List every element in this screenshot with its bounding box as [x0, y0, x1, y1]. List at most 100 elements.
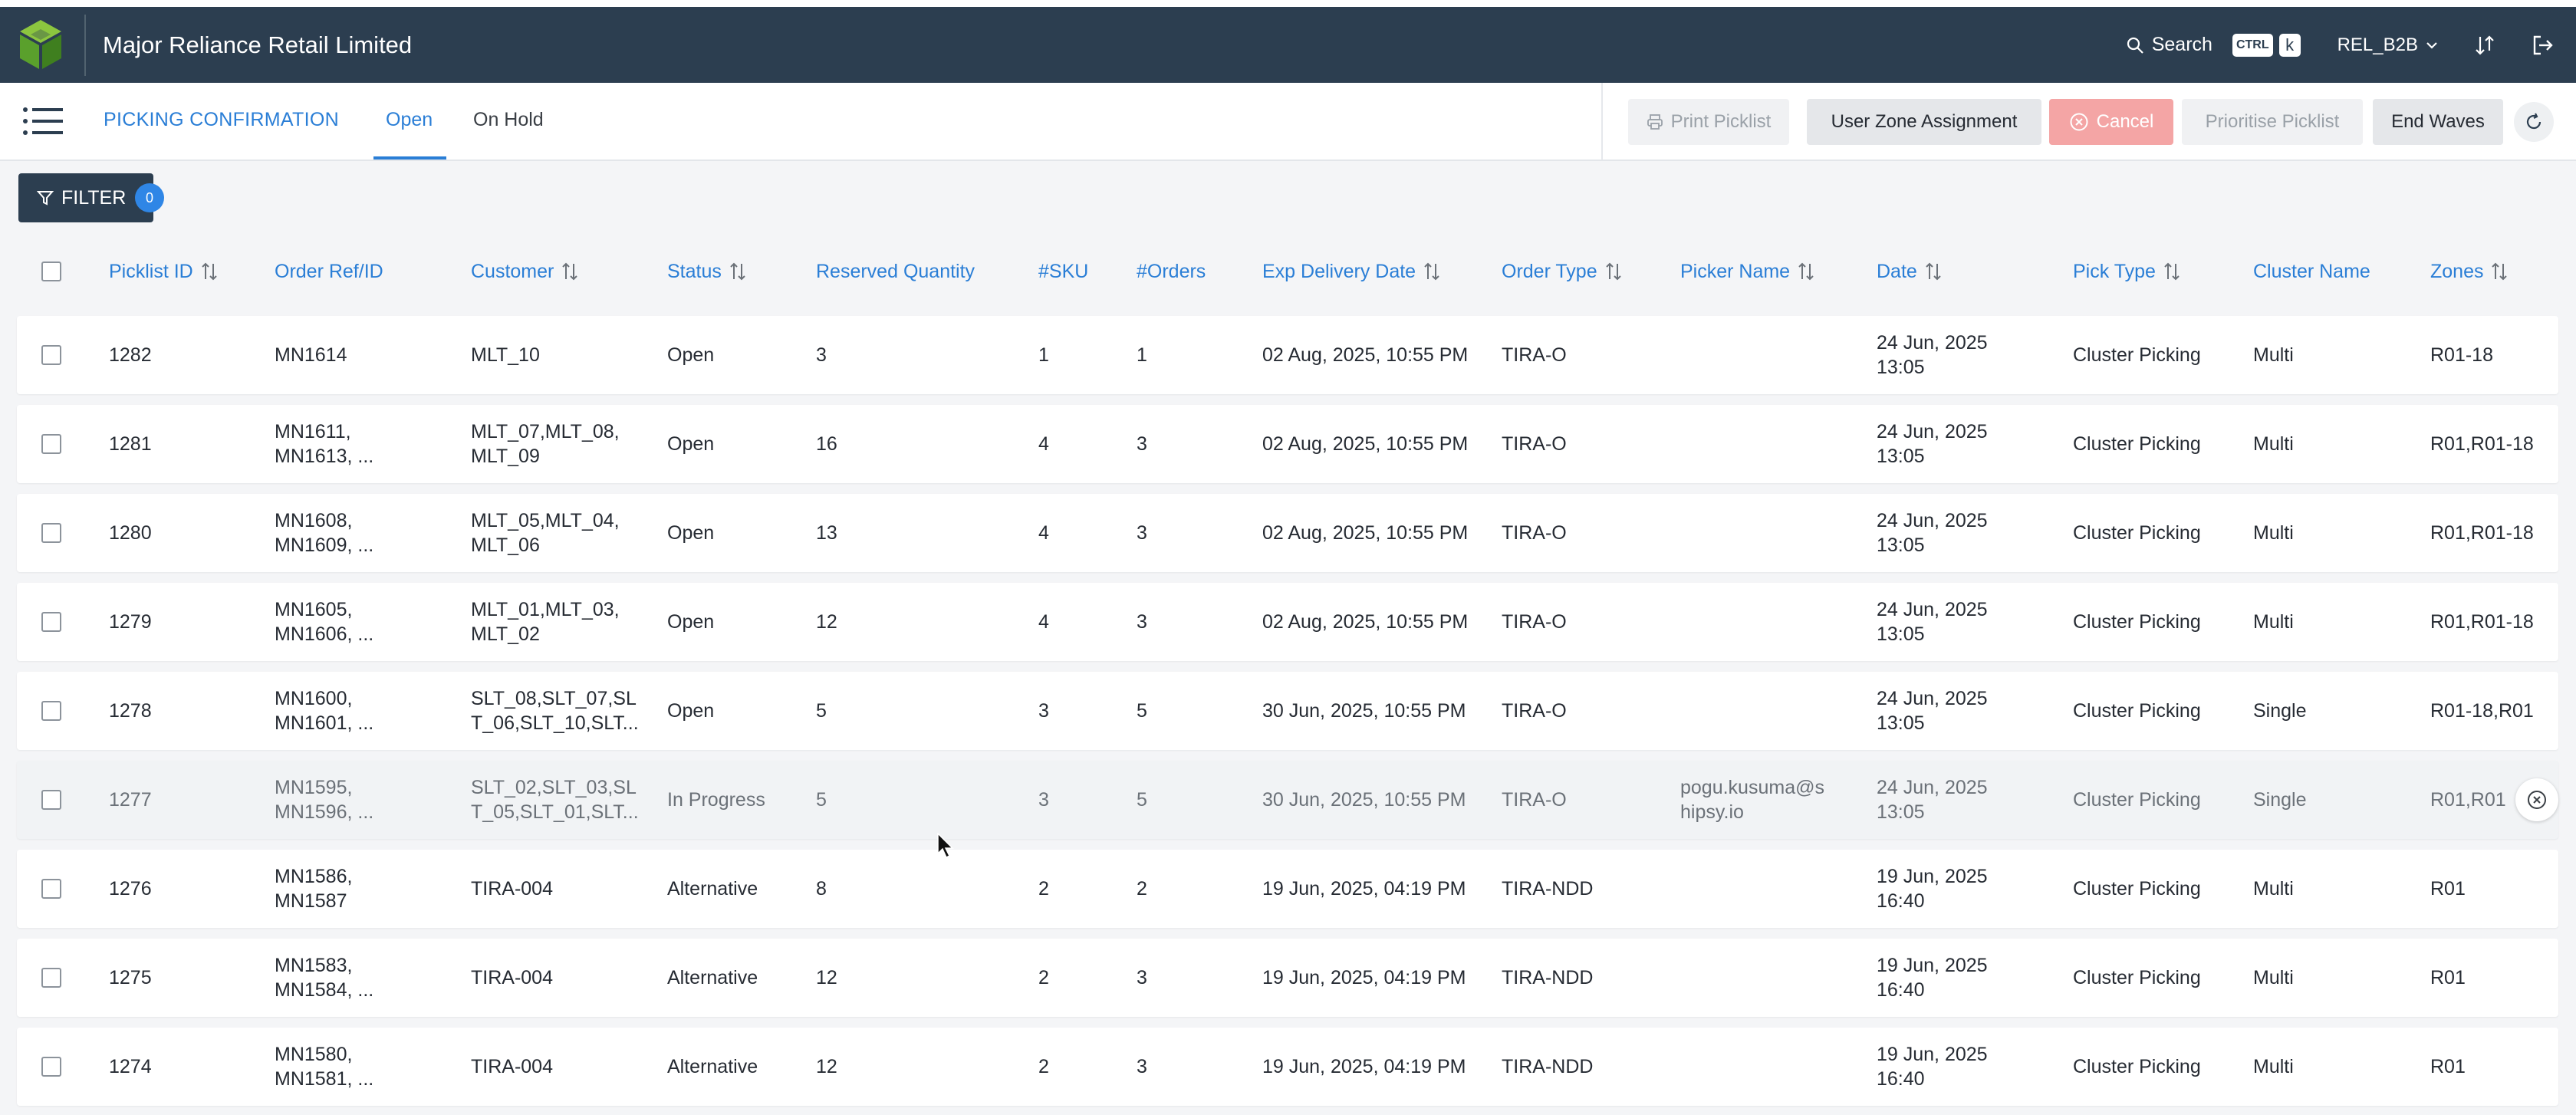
environment-selector[interactable]: REL_B2B — [2337, 34, 2418, 55]
top-strip — [0, 0, 2576, 7]
cell-exp-delivery-date: 19 Jun, 2025, 04:19 PM — [1262, 1056, 1466, 1077]
sort-order-icon[interactable] — [2473, 34, 2496, 57]
table-row[interactable]: 1275 MN1583, MN1584, ... TIRA-004 Alternati… — [17, 939, 2558, 1017]
table-row[interactable]: 1282 MN1614 MLT_10 Open 3 1 1 02 Aug, 2025, 10:… — [17, 316, 2558, 394]
row-clear-action-icon[interactable] — [2515, 778, 2558, 821]
prioritise-picklist-button[interactable]: Prioritise Picklist — [2182, 99, 2363, 145]
cell-customer: TIRA-004 — [471, 967, 553, 988]
cell-date: 19 Jun, 2025 16:40 — [1877, 1044, 1988, 1090]
search-icon[interactable] — [2126, 36, 2144, 54]
filter-funnel-icon — [37, 191, 54, 206]
column-header-zones[interactable]: Zones — [2430, 236, 2508, 307]
table-row[interactable]: 1277 MN1595, MN1596, ... SLT_02,SLT_03,SL … — [17, 761, 2558, 839]
cell-picklist-id: 1274 — [109, 1056, 152, 1077]
cell-cluster-name: Multi — [2253, 1056, 2294, 1077]
search-button[interactable]: Search — [2151, 34, 2212, 55]
user-zone-assignment-button[interactable]: User Zone Assignment — [1807, 99, 2041, 145]
cell-status: Alternative — [667, 878, 758, 900]
row-checkbox[interactable] — [41, 434, 61, 454]
cell-cluster-name: Multi — [2253, 433, 2294, 455]
column-header-pick-type[interactable]: Pick Type — [2073, 236, 2180, 307]
cell-zones: R01-18 — [2430, 344, 2493, 366]
cell-reserved-quantity: 12 — [816, 611, 837, 633]
logout-icon[interactable] — [2530, 33, 2555, 58]
table-row[interactable]: 1280 MN1608, MN1609, ... MLT_05,MLT_04, ML… — [17, 494, 2558, 572]
column-label: #Orders — [1137, 260, 1206, 282]
cell-cluster-name: Multi — [2253, 967, 2294, 988]
table-row[interactable]: 1276 MN1586, MN1587 TIRA-004 Alternative 8 2 2… — [17, 850, 2558, 928]
sub-header: PICKING CONFIRMATION Open On Hold Print … — [0, 83, 2576, 161]
table-row[interactable]: 1281 MN1611, MN1613, ... MLT_07,MLT_08, ML… — [17, 405, 2558, 483]
cell-zones: R01,R01-18 — [2430, 522, 2534, 544]
tab-open[interactable]: Open — [386, 109, 433, 130]
cell-picklist-id: 1277 — [109, 789, 152, 811]
row-checkbox[interactable] — [41, 790, 61, 810]
table-row[interactable]: 1274 MN1580, MN1581, ... TIRA-004 Alternati… — [17, 1028, 2558, 1106]
print-picklist-label: Print Picklist — [1670, 111, 1772, 132]
sort-icon[interactable] — [2163, 261, 2180, 281]
cell-pick-type: Cluster Picking — [2073, 700, 2201, 722]
column-header-exp-delivery-date[interactable]: Exp Delivery Date — [1262, 236, 1440, 307]
table-header: Picklist ID Order Ref/ID Customer Status… — [17, 236, 2558, 307]
table-row[interactable]: 1278 MN1600, MN1601, ... SLT_08,SLT_07,SL … — [17, 672, 2558, 750]
cell-status: Alternative — [667, 967, 758, 988]
sort-icon[interactable] — [1423, 261, 1440, 281]
column-header-date[interactable]: Date — [1877, 236, 1942, 307]
sort-icon[interactable] — [1605, 261, 1622, 281]
cell-order-ref: MN1608, MN1609, ... — [275, 510, 374, 556]
filter-button[interactable]: FILTER — [18, 173, 153, 222]
column-header-reserved-quantity: Reserved Quantity — [816, 236, 975, 307]
cell-sku: 2 — [1038, 967, 1049, 988]
row-checkbox[interactable] — [41, 523, 61, 543]
column-header-orders: #Orders — [1137, 236, 1206, 307]
row-checkbox[interactable] — [41, 879, 61, 899]
column-header-order-type[interactable]: Order Type — [1502, 236, 1622, 307]
table-row[interactable]: 1279 MN1605, MN1606, ... MLT_01,MLT_03, ML… — [17, 583, 2558, 661]
sort-icon[interactable] — [1925, 261, 1942, 281]
select-all-checkbox[interactable] — [41, 261, 61, 281]
cell-pick-type: Cluster Picking — [2073, 878, 2201, 900]
cell-exp-delivery-date: 02 Aug, 2025, 10:55 PM — [1262, 611, 1469, 633]
print-picklist-button[interactable]: Print Picklist — [1628, 99, 1789, 145]
row-checkbox[interactable] — [41, 701, 61, 721]
row-checkbox[interactable] — [41, 968, 61, 988]
chevron-down-icon[interactable] — [2424, 38, 2439, 53]
tab-on-hold[interactable]: On Hold — [473, 109, 544, 130]
cell-zones: R01 — [2430, 967, 2466, 988]
cell-picklist-id: 1281 — [109, 433, 152, 455]
cell-picker-name: pogu.kusuma@s hipsy.io — [1680, 777, 1824, 823]
company-name: Major Reliance Retail Limited — [103, 31, 413, 58]
column-header-cluster-name: Cluster Name — [2253, 236, 2370, 307]
header-actions: Search CTRL k REL_B2B — [2126, 7, 2576, 83]
cancel-button[interactable]: Cancel — [2049, 99, 2173, 145]
cell-picker-name — [1680, 316, 1864, 394]
sort-icon[interactable] — [2491, 261, 2508, 281]
sort-icon[interactable] — [201, 261, 218, 281]
filter-label: FILTER — [61, 186, 127, 209]
cell-picklist-id: 1276 — [109, 878, 152, 900]
row-checkbox[interactable] — [41, 1057, 61, 1077]
cell-sku: 4 — [1038, 611, 1049, 633]
column-label: #SKU — [1038, 260, 1089, 282]
refresh-button[interactable] — [2514, 102, 2554, 142]
column-header-picker-name[interactable]: Picker Name — [1680, 236, 1814, 307]
sort-icon[interactable] — [1798, 261, 1814, 281]
cell-exp-delivery-date: 02 Aug, 2025, 10:55 PM — [1262, 344, 1469, 366]
end-waves-button[interactable]: End Waves — [2373, 99, 2503, 145]
cell-pick-type: Cluster Picking — [2073, 967, 2201, 988]
column-header-status[interactable]: Status — [667, 236, 746, 307]
sort-icon[interactable] — [561, 261, 578, 281]
sort-icon[interactable] — [729, 261, 746, 281]
column-header-customer[interactable]: Customer — [471, 236, 578, 307]
column-header-picklist-id[interactable]: Picklist ID — [109, 236, 218, 307]
cell-zones: R01 — [2430, 878, 2466, 900]
column-label: Zones — [2430, 260, 2484, 282]
cell-order-type: TIRA-O — [1502, 522, 1567, 544]
top-bar: Major Reliance Retail Limited Search CTR… — [0, 7, 2576, 83]
cell-picklist-id: 1278 — [109, 700, 152, 722]
menu-icon[interactable] — [23, 107, 63, 136]
row-checkbox[interactable] — [41, 612, 61, 632]
row-checkbox[interactable] — [41, 345, 61, 365]
cell-date: 24 Jun, 2025 13:05 — [1877, 332, 1988, 378]
company-logo-icon[interactable] — [17, 18, 64, 72]
